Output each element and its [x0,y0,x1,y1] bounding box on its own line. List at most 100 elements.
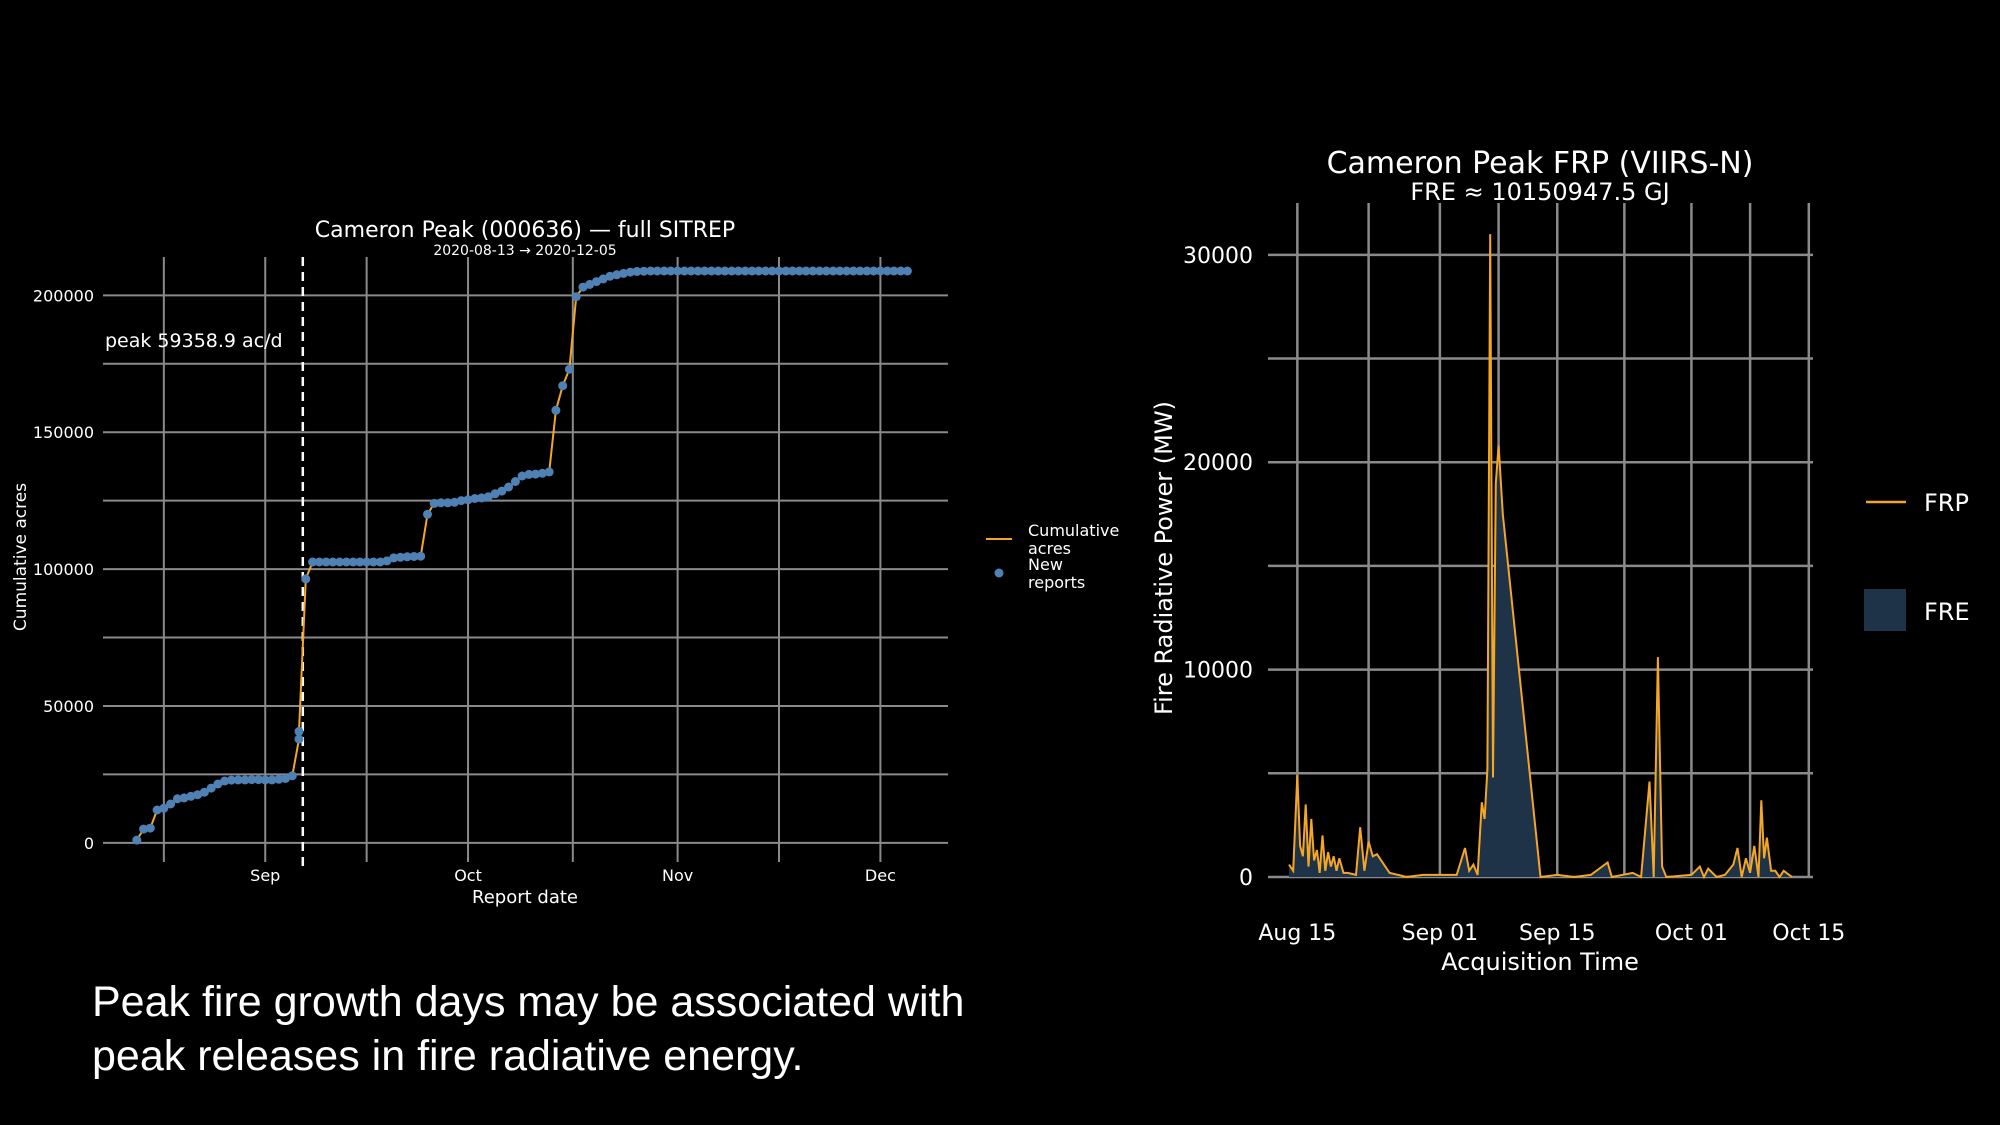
report-point [551,405,561,415]
report-point [625,267,635,277]
left-grid [103,257,948,862]
report-point [727,266,737,276]
report-point [781,266,791,276]
report-point [808,266,818,276]
report-point [145,823,155,833]
report-point [456,496,466,506]
caption-line-2: peak releases in fire radiative energy. [92,1032,804,1080]
report-point [740,266,750,276]
right-y-axis-label: Fire Radiative Power (MW) [1150,401,1178,715]
report-point [355,557,365,567]
report-point [294,726,304,736]
report-point [700,266,710,276]
report-point [247,775,257,785]
report-point [720,266,730,276]
report-point [226,775,236,785]
report-point [341,557,351,567]
report-point [254,775,263,785]
report-point [747,266,757,276]
right-y-tick-labels: 0 10000 20000 30000 [1183,244,1253,891]
y-tick-label: 50000 [43,697,94,716]
legend-point-swatch [994,568,1004,578]
report-point [159,803,169,813]
report-point [706,266,716,276]
report-point [308,557,318,567]
report-point [571,292,581,302]
report-point [619,268,628,278]
report-point [842,266,852,276]
report-point [443,498,453,508]
legend-frp: FRP [1924,489,1969,517]
x-tick-label: Dec [865,866,896,885]
x-tick-label: Oct [454,866,482,885]
report-point [139,824,149,834]
report-point [497,486,507,496]
report-point [544,467,554,477]
right-chart-title: Cameron Peak FRP (VIIRS-N) [1327,146,1754,181]
report-point [767,266,777,276]
report-point [889,266,899,276]
report-point [902,266,912,276]
report-point [848,266,858,276]
report-point [166,799,176,809]
report-point [815,266,825,276]
report-point [206,783,216,793]
y-tick-label: 150000 [33,423,94,442]
report-point [612,270,622,280]
right-x-axis-label: Acquisition Time [1441,948,1639,976]
report-point [835,266,845,276]
right-x-tick-labels: Aug 15 Sep 01 Sep 15 Oct 01 Oct 15 [1258,921,1845,946]
report-point [524,469,534,479]
report-point [335,557,345,567]
left-x-tick-labels: Sep Oct Nov Dec [250,866,896,885]
cumulative-acres-chart: peak 59358.9 ac/d 0 50000 100000 150000 2000… [11,218,1119,908]
report-point [761,266,770,276]
x-tick-label: Sep 01 [1402,921,1478,946]
report-point [564,364,574,374]
report-point [646,266,656,276]
report-point [199,787,209,797]
report-point [220,776,230,786]
report-point [821,266,831,276]
new-reports-points [132,266,912,845]
right-legend: FRP FRE [1864,489,1970,631]
y-tick-label: 0 [1239,866,1253,891]
report-point [233,775,243,785]
report-point [450,497,459,507]
report-point [558,381,568,391]
report-point [754,266,764,276]
left-chart-subtitle: 2020-08-13 → 2020-12-05 [433,243,616,259]
y-tick-label: 20000 [1183,451,1253,476]
report-point [585,279,595,289]
report-point [855,266,865,276]
report-point [483,492,493,502]
legend-fre-swatch [1864,589,1906,631]
y-tick-label: 30000 [1183,244,1253,269]
report-point [213,779,223,789]
legend-new-reports: New reports [1028,555,1085,592]
report-point [395,552,405,562]
report-point [321,557,331,567]
report-point [193,790,203,800]
report-point [328,557,338,567]
report-point [402,552,412,562]
report-point [260,775,270,785]
report-point [733,266,743,276]
report-point [882,266,892,276]
y-tick-label: 10000 [1183,659,1253,684]
report-point [301,574,311,584]
y-tick-label: 0 [84,834,94,853]
report-point [429,498,439,508]
report-point [294,734,304,744]
left-y-axis-label: Cumulative acres [11,483,31,631]
report-point [179,793,189,803]
report-point [537,468,547,478]
report-point [463,495,473,505]
report-point [510,477,520,486]
report-point [788,266,797,276]
report-point [287,771,297,781]
report-point [281,774,290,783]
caption-line-1: Peak fire growth days may be associated … [92,978,965,1026]
report-point [531,469,541,479]
